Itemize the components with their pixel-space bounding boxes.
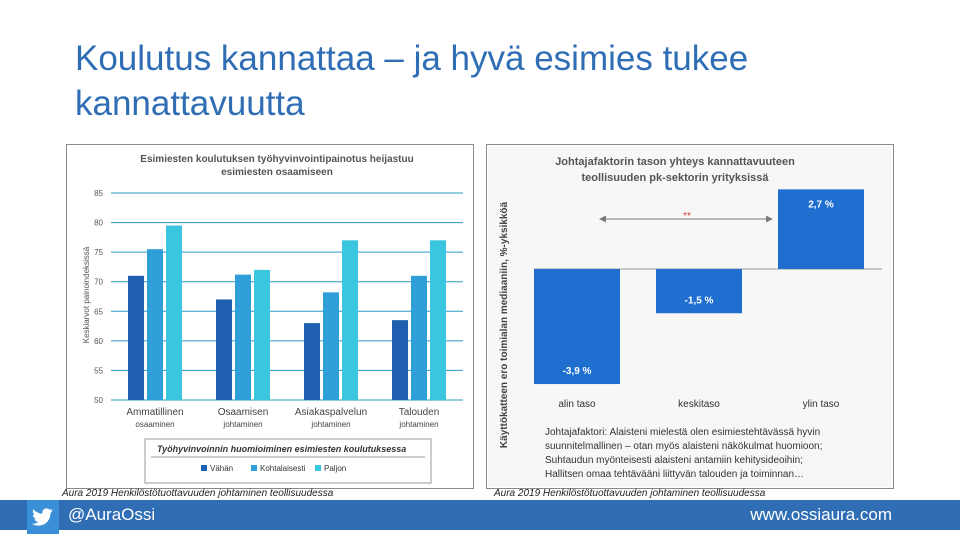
right-chart-panel: Johtajafaktorin tason yhteys kannattavuu…	[486, 144, 894, 489]
arrow-head-left	[599, 215, 606, 223]
legend-swatch	[315, 465, 321, 471]
right-chart-y-axis-label: Käyttökatteen ero toimialan mediaaniin, …	[499, 201, 510, 448]
note-line-4: Hallitsen omaa tehtävääni liittyvän talo…	[545, 469, 804, 480]
y-tick-label: 55	[94, 366, 103, 375]
left-chart-title-line-2: esimiesten osaamiseen	[221, 167, 333, 178]
bar	[778, 189, 864, 269]
bar	[147, 249, 163, 400]
data-label: -3,9 %	[563, 366, 592, 377]
x-category-sublabel: osaaminen	[135, 420, 174, 429]
note-line-3: Suhtaudun myönteisesti alaisteni antamii…	[545, 455, 803, 466]
y-tick-label: 65	[94, 307, 103, 316]
slide-title: Koulutus kannattaa – ja hyvä esimies tuk…	[75, 39, 749, 123]
data-label: -1,5 %	[685, 295, 714, 306]
y-tick-label: 75	[94, 248, 103, 257]
right-chart: Johtajafaktorin tason yhteys kannattavuu…	[488, 146, 892, 487]
twitter-handle[interactable]: @AuraOssi	[68, 505, 156, 524]
legend-entry: Vähän	[210, 464, 233, 473]
arrow-head-right	[766, 215, 773, 223]
footer-bar: @AuraOssi www.ossiaura.com	[0, 500, 960, 530]
y-tick-label: 50	[94, 396, 103, 405]
bar	[656, 269, 742, 314]
bar	[216, 299, 232, 400]
bar	[304, 323, 320, 400]
left-legend-box	[144, 438, 432, 484]
data-label: 2,7 %	[808, 199, 834, 210]
x-category-label: Ammatillinen	[126, 407, 183, 418]
left-chart-title-line-1: Esimiesten koulutuksen työhyvinvointipai…	[140, 154, 413, 165]
twitter-bird-icon[interactable]	[27, 500, 59, 534]
legend-entry: Paljon	[324, 464, 346, 473]
bar	[430, 240, 446, 400]
x-category-label: ylin taso	[803, 399, 840, 410]
left-chart: Esimiesten koulutuksen työhyvinvointipai…	[82, 154, 463, 484]
bar	[392, 320, 408, 400]
website-link[interactable]: www.ossiaura.com	[750, 505, 892, 524]
bar	[128, 275, 144, 400]
right-chart-title-line-1: Johtajafaktorin tason yhteys kannattavuu…	[555, 156, 795, 168]
y-tick-label: 70	[94, 278, 103, 287]
bar	[411, 275, 427, 400]
x-category-label: keskitaso	[678, 399, 720, 410]
x-category-sublabel: johtaminen	[310, 420, 350, 429]
significance-marker: **	[683, 211, 691, 222]
left-chart-y-axis-label: Keskiarvot painoindeksissä	[82, 246, 91, 343]
y-tick-label: 85	[94, 189, 103, 198]
x-category-label: alin taso	[558, 399, 596, 410]
y-tick-label: 80	[94, 219, 103, 228]
right-source-note: Aura 2019 Henkilöstötuottavuuden johtami…	[494, 488, 766, 499]
right-chart-title-line-2: teollisuuden pk-sektorin yrityksissä	[581, 172, 769, 184]
note-line-2: suunnitelmallinen – otan myös alaisteni …	[545, 441, 822, 452]
bar	[235, 274, 251, 400]
note-line-1: Johtajafaktori: Alaisteni mielestä olen …	[545, 427, 820, 438]
x-category-sublabel: johtaminen	[222, 420, 262, 429]
x-category-label: Osaamisen	[218, 407, 269, 418]
left-legend-title: Työhyvinvoinnin huomioiminen esimiesten …	[157, 444, 406, 454]
left-chart-panel: Esimiesten koulutuksen työhyvinvointipai…	[66, 144, 474, 489]
bar	[534, 269, 620, 385]
legend-entry: Kohtalaisesti	[260, 464, 306, 473]
left-source-note: Aura 2019 Henkilöstötuottavuuden johtami…	[62, 488, 334, 499]
legend-swatch	[201, 465, 207, 471]
legend-swatch	[251, 465, 257, 471]
y-tick-label: 60	[94, 337, 103, 346]
bar	[166, 225, 182, 400]
x-category-label: Talouden	[399, 407, 440, 418]
bar	[254, 269, 270, 400]
bar	[342, 240, 358, 400]
x-category-sublabel: johtaminen	[398, 420, 438, 429]
bar	[323, 292, 339, 400]
x-category-label: Asiakaspalvelun	[295, 407, 367, 418]
